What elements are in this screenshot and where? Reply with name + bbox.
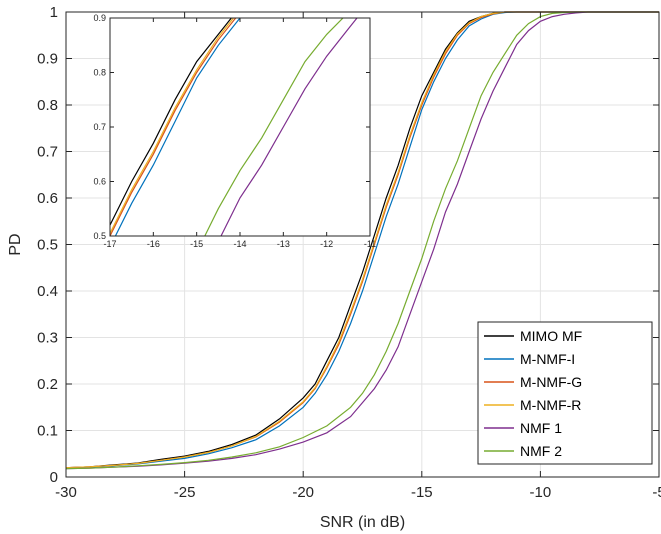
main-series-group xyxy=(65,11,659,470)
series-line-nmf-2 xyxy=(65,11,659,470)
inset-y-tick-label: 0.5 xyxy=(93,231,106,241)
legend: MIMO MF M-NMF-I M-NMF-G M-NMF-R NMF 1 NMF 2 xyxy=(477,321,653,465)
x-tick-label: -30 xyxy=(55,484,77,501)
inset-x-tick-label: -13 xyxy=(277,239,290,249)
inset-background xyxy=(110,18,370,236)
inset-x-tick-label: -12 xyxy=(320,239,333,249)
y-axis-label: PD xyxy=(7,233,24,255)
inset-x-tick-label: -16 xyxy=(147,239,160,249)
y-tick-label: 0.6 xyxy=(37,190,58,207)
inset-x-tick-label: -11 xyxy=(364,239,376,249)
x-tick-label: -5 xyxy=(652,484,661,501)
x-axis-label: SNR (in dB) xyxy=(320,514,405,531)
legend-label: M-NMF-G xyxy=(520,374,582,390)
inset-x-tick-label: -15 xyxy=(190,239,203,249)
legend-label: NMF 2 xyxy=(520,443,562,459)
legend-label: MIMO MF xyxy=(520,328,582,344)
series-line-m-nmf-r xyxy=(65,11,659,469)
inset-x-tick-label: -14 xyxy=(233,239,246,249)
inset-y-tick-label: 0.7 xyxy=(93,122,106,132)
y-tick-label: 0.2 xyxy=(37,376,58,393)
inset-y-tick-label: 0.8 xyxy=(93,68,106,78)
x-tick-label: -15 xyxy=(411,484,433,501)
y-tick-label: 1 xyxy=(50,4,58,21)
inset-zoom-plot: -17 -16 -15 -14 -13 -12 -11 0.5 0.6 0.7 0.8 0.9 xyxy=(93,13,376,249)
x-tick-label: -25 xyxy=(174,484,196,501)
inset-y-tick-label: 0.9 xyxy=(93,13,106,23)
legend-label: M-NMF-R xyxy=(520,397,581,413)
y-tick-label: 0.1 xyxy=(37,423,58,440)
y-tick-label: 0.7 xyxy=(37,144,58,161)
legend-box xyxy=(477,321,653,465)
main-axes xyxy=(65,11,660,478)
y-tick-label: 0.4 xyxy=(37,283,58,300)
y-tick-label: 0.9 xyxy=(37,51,58,68)
series-line-nmf-1 xyxy=(65,11,659,470)
inset-x-tick-label: -17 xyxy=(103,239,116,249)
main-tick-labels: -30 -25 -20 -15 -10 -5 0 0.1 0.2 0.3 0.4 0.5 0.6 0.7 0… xyxy=(37,4,661,501)
x-tick-label: -10 xyxy=(530,484,552,501)
inset-y-tick-label: 0.6 xyxy=(93,177,106,187)
y-tick-label: 0.5 xyxy=(37,237,58,254)
y-tick-label: 0.8 xyxy=(37,97,58,114)
y-tick-label: 0 xyxy=(50,469,58,486)
y-tick-label: 0.3 xyxy=(37,330,58,347)
legend-label: NMF 1 xyxy=(520,420,562,436)
legend-label: M-NMF-I xyxy=(520,351,575,367)
x-tick-label: -20 xyxy=(292,484,314,501)
